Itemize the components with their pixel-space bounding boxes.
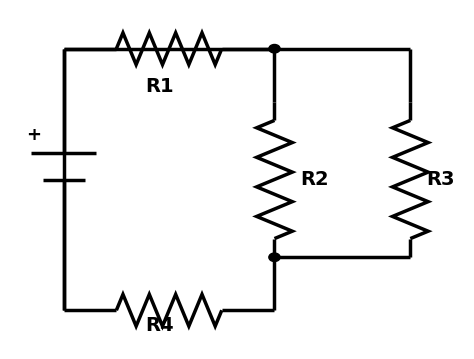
Text: R2: R2	[300, 170, 329, 189]
Text: R4: R4	[146, 316, 174, 335]
Circle shape	[269, 253, 280, 261]
Text: R3: R3	[427, 170, 455, 189]
Circle shape	[269, 45, 280, 53]
Text: +: +	[26, 126, 41, 144]
Text: R1: R1	[146, 77, 174, 96]
